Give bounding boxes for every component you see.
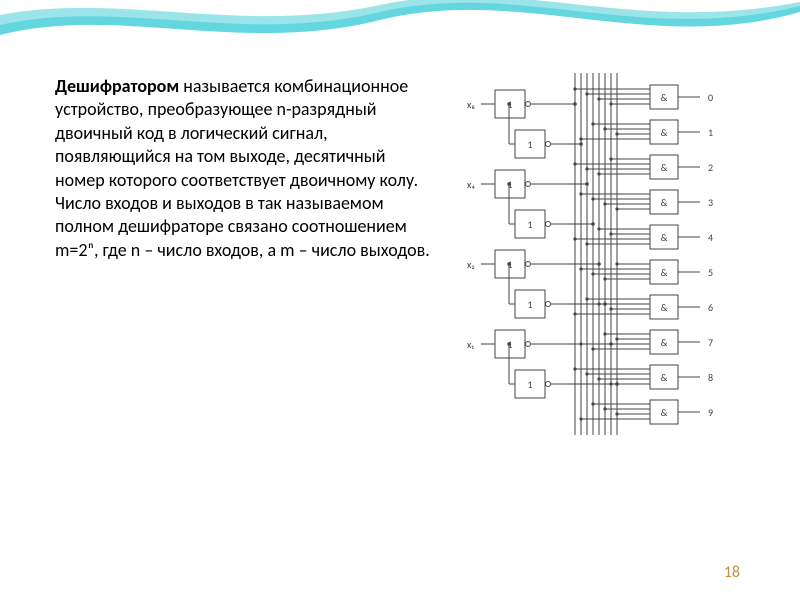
svg-text:1: 1 <box>527 298 532 311</box>
svg-text:&: & <box>661 266 668 279</box>
svg-text:&: & <box>661 231 668 244</box>
svg-text:&: & <box>661 161 668 174</box>
svg-text:9: 9 <box>708 406 713 419</box>
slide: Дешифратором называется комбинационное у… <box>0 0 800 600</box>
svg-text:2: 2 <box>708 161 713 174</box>
svg-text:1: 1 <box>527 218 532 231</box>
svg-text:3: 3 <box>708 196 713 209</box>
svg-text:&: & <box>661 91 668 104</box>
svg-text:1: 1 <box>708 126 713 139</box>
svg-text:8: 8 <box>708 371 713 384</box>
svg-text:&: & <box>661 336 668 349</box>
decoder-diagram: x₈11x₄11x₂11x₁11&0&1&2&3&4&5&6&7&8&9 <box>435 75 750 560</box>
page-number: 18 <box>724 563 740 582</box>
svg-text:1: 1 <box>527 378 532 391</box>
svg-text:x₁: x₁ <box>467 338 474 351</box>
svg-text:6: 6 <box>708 301 713 314</box>
svg-text:&: & <box>661 371 668 384</box>
svg-text:0: 0 <box>708 91 713 104</box>
svg-text:&: & <box>661 301 668 314</box>
body-text: называется комбинационное устройство, пр… <box>55 75 430 261</box>
svg-text:&: & <box>661 126 668 139</box>
bold-term: Дешифратором <box>55 75 179 97</box>
svg-text:x₈: x₈ <box>467 98 475 111</box>
svg-text:&: & <box>661 196 668 209</box>
svg-text:4: 4 <box>708 231 713 244</box>
svg-text:&: & <box>661 406 668 419</box>
svg-text:1: 1 <box>527 138 532 151</box>
content-area: Дешифратором называется комбинационное у… <box>55 75 750 560</box>
svg-text:7: 7 <box>708 336 713 349</box>
svg-text:x₂: x₂ <box>467 258 475 271</box>
svg-text:x₄: x₄ <box>467 178 475 191</box>
definition-text: Дешифратором называется комбинационное у… <box>55 75 435 560</box>
svg-text:5: 5 <box>708 266 713 279</box>
wave-decoration <box>0 0 800 60</box>
